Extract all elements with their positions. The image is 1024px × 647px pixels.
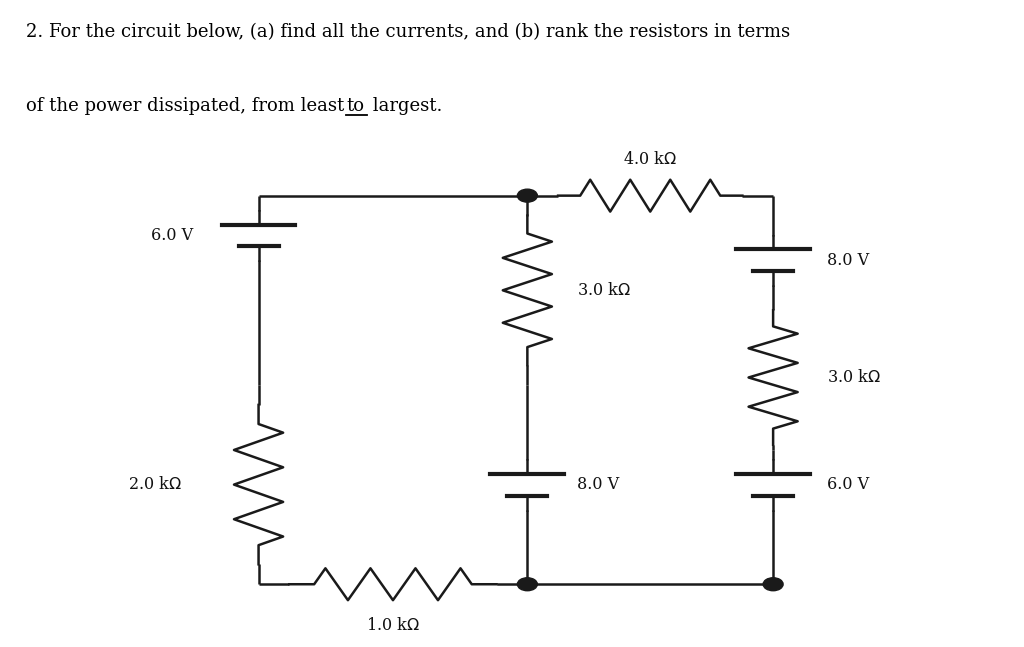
Text: 2.0 k$\Omega$: 2.0 k$\Omega$ <box>128 476 182 493</box>
Text: 6.0 V: 6.0 V <box>152 227 194 244</box>
Text: 2. For the circuit below, (a) find all the currents, and (b) rank the resistors : 2. For the circuit below, (a) find all t… <box>26 23 790 41</box>
Circle shape <box>517 189 538 202</box>
Text: 8.0 V: 8.0 V <box>578 476 620 493</box>
Text: to: to <box>346 97 365 115</box>
Text: largest.: largest. <box>367 97 442 115</box>
Circle shape <box>517 578 538 591</box>
Text: of the power dissipated, from least: of the power dissipated, from least <box>26 97 349 115</box>
Circle shape <box>763 578 783 591</box>
Text: 4.0 k$\Omega$: 4.0 k$\Omega$ <box>624 151 677 168</box>
Text: 1.0 k$\Omega$: 1.0 k$\Omega$ <box>366 617 420 633</box>
Text: 8.0 V: 8.0 V <box>827 252 869 269</box>
Text: 3.0 k$\Omega$: 3.0 k$\Omega$ <box>578 282 631 299</box>
Text: 3.0 k$\Omega$: 3.0 k$\Omega$ <box>827 369 881 386</box>
Text: 6.0 V: 6.0 V <box>827 476 869 493</box>
